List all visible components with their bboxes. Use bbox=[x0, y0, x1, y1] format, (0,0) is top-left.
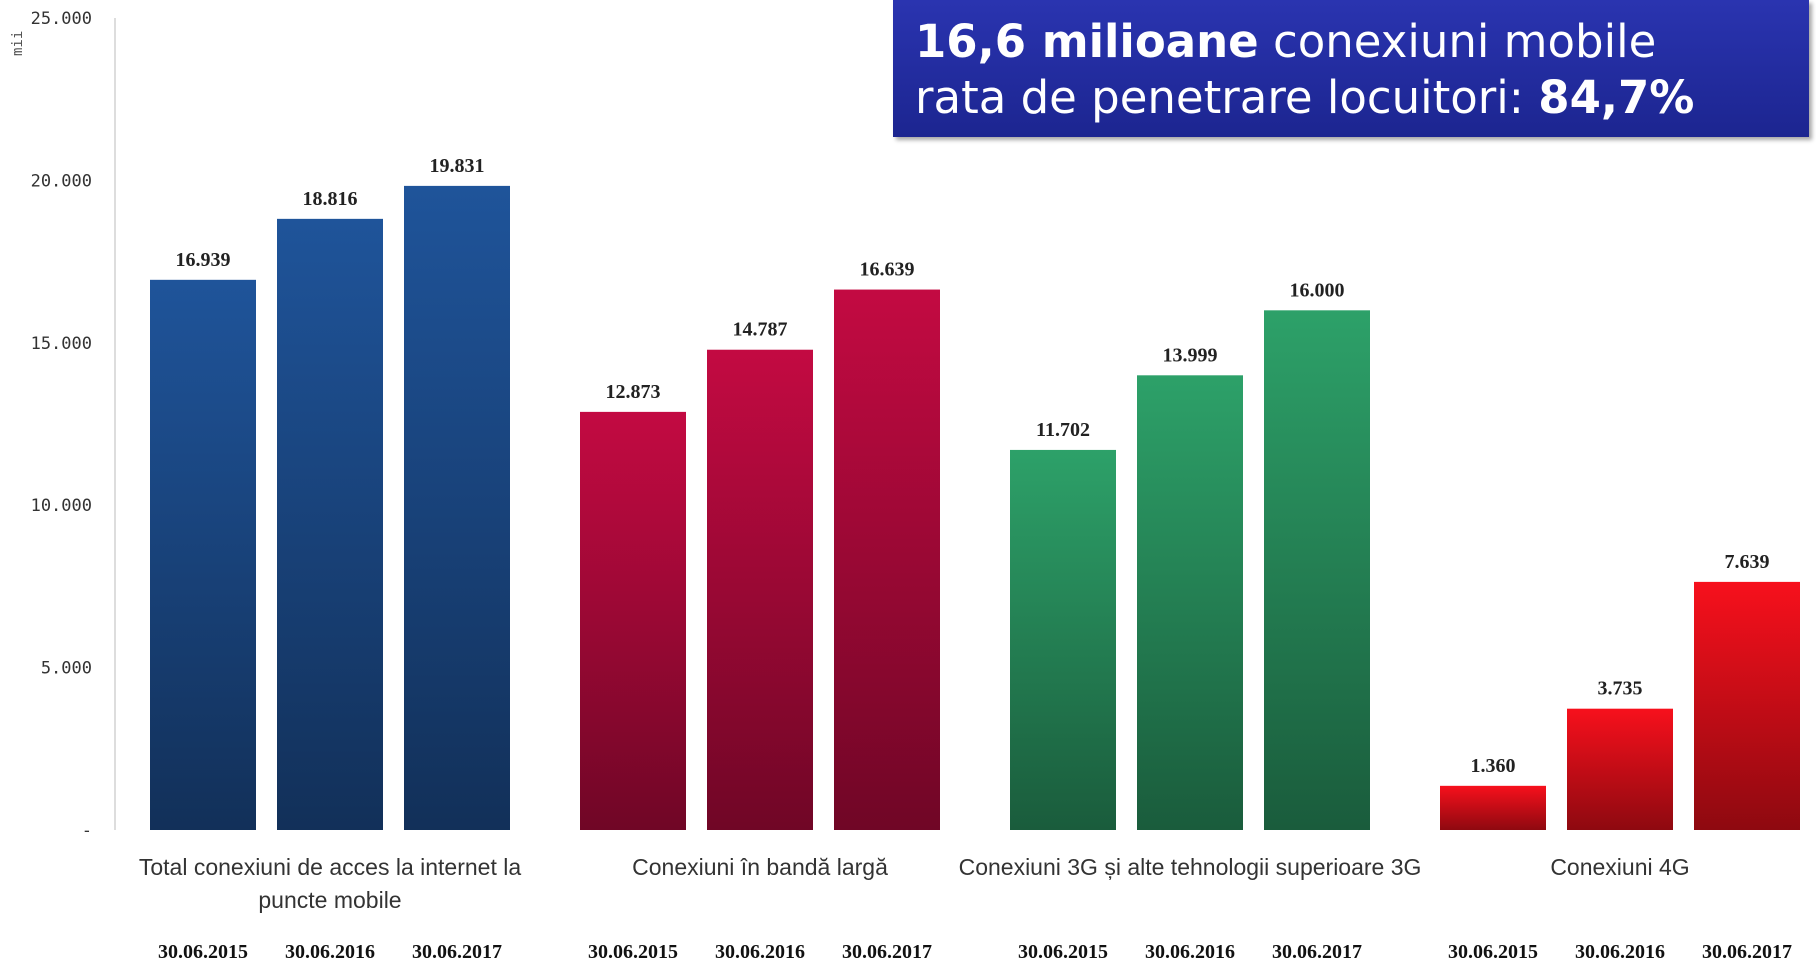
y-tick-label: - bbox=[82, 821, 92, 841]
bar bbox=[707, 349, 813, 830]
bar bbox=[834, 289, 940, 830]
bar bbox=[580, 411, 686, 830]
value-label: 13.999 bbox=[1163, 344, 1218, 366]
date-label: 30.06.2015 bbox=[588, 941, 678, 961]
bar bbox=[150, 279, 256, 830]
bar bbox=[1137, 375, 1243, 830]
value-label: 16.939 bbox=[176, 249, 231, 271]
category-label: Conexiuni 3G și alte tehnologii superioa… bbox=[959, 854, 1422, 880]
category-label: Total conexiuni de acces la internet la bbox=[139, 854, 521, 880]
value-label: 7.639 bbox=[1725, 551, 1770, 573]
date-label: 30.06.2016 bbox=[1575, 941, 1665, 961]
callout-connections-text: conexiuni mobile bbox=[1258, 15, 1657, 68]
value-label: 3.735 bbox=[1598, 678, 1643, 700]
bar bbox=[1567, 708, 1673, 830]
category-label: Conexiuni în bandă largă bbox=[632, 854, 888, 880]
callout-connections: 16,6 milioane bbox=[915, 15, 1259, 68]
y-tick-label: 10.000 bbox=[31, 496, 92, 516]
date-label: 30.06.2015 bbox=[1018, 941, 1108, 961]
value-label: 12.873 bbox=[606, 381, 661, 403]
callout-line-1: 16,6 milioane conexiuni mobile bbox=[915, 14, 1809, 70]
date-label: 30.06.2017 bbox=[842, 941, 932, 961]
date-label: 30.06.2015 bbox=[1448, 941, 1538, 961]
y-tick-label: 25.000 bbox=[31, 9, 92, 29]
value-label: 18.816 bbox=[303, 188, 358, 210]
value-label: 11.702 bbox=[1036, 419, 1090, 441]
callout-penetration-text: rata de penetrare locuitori: bbox=[915, 71, 1539, 124]
bar bbox=[277, 218, 383, 830]
bar bbox=[1694, 581, 1800, 830]
date-label: 30.06.2017 bbox=[1702, 941, 1792, 961]
date-label: 30.06.2016 bbox=[285, 941, 375, 961]
category-label: Conexiuni 4G bbox=[1550, 854, 1689, 880]
bar bbox=[1010, 449, 1116, 830]
date-label: 30.06.2016 bbox=[715, 941, 805, 961]
summary-callout: 16,6 milioane conexiuni mobile rata de p… bbox=[893, 0, 1809, 137]
value-label: 16.639 bbox=[860, 259, 915, 281]
value-label: 19.831 bbox=[430, 155, 485, 177]
value-label: 1.360 bbox=[1471, 755, 1516, 777]
y-unit-label: mii bbox=[10, 31, 26, 56]
value-label: 16.000 bbox=[1290, 279, 1345, 301]
date-label: 30.06.2017 bbox=[1272, 941, 1362, 961]
y-tick-label: 15.000 bbox=[31, 334, 92, 354]
bar bbox=[1440, 785, 1546, 830]
category-label: puncte mobile bbox=[258, 887, 401, 913]
date-label: 30.06.2015 bbox=[158, 941, 248, 961]
callout-line-2: rata de penetrare locuitori: 84,7% bbox=[915, 70, 1809, 126]
bar bbox=[1264, 310, 1370, 830]
y-tick-label: 20.000 bbox=[31, 171, 92, 191]
y-tick-label: 5.000 bbox=[41, 659, 92, 679]
date-label: 30.06.2016 bbox=[1145, 941, 1235, 961]
date-label: 30.06.2017 bbox=[412, 941, 502, 961]
callout-penetration-rate: 84,7% bbox=[1538, 71, 1695, 124]
bar bbox=[404, 185, 510, 831]
value-label: 14.787 bbox=[733, 319, 788, 341]
